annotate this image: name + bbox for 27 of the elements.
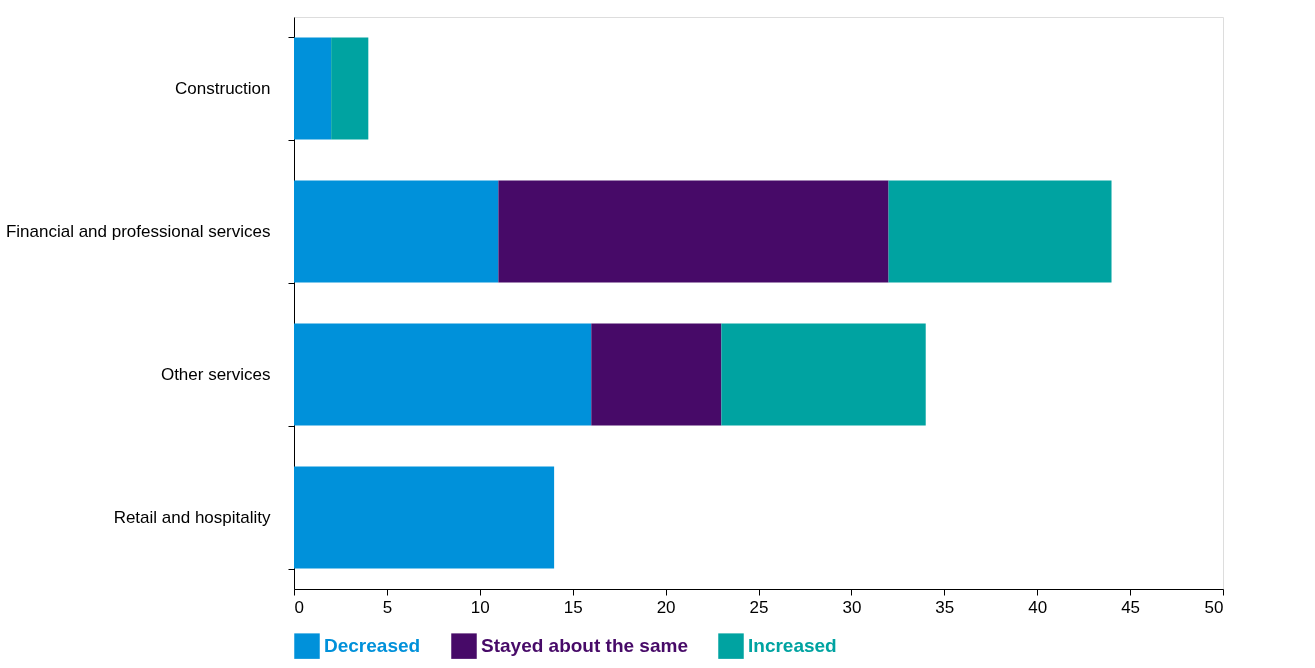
bar bbox=[498, 180, 889, 283]
x-tick-label: 0 bbox=[294, 597, 304, 617]
bar bbox=[591, 323, 722, 426]
bar bbox=[294, 180, 499, 283]
x-tick-label: 40 bbox=[1028, 597, 1048, 617]
bar bbox=[721, 323, 926, 426]
bar bbox=[294, 37, 332, 140]
legend-label: Increased bbox=[748, 635, 837, 657]
legend-label: Decreased bbox=[324, 635, 421, 657]
x-tick-label: 25 bbox=[749, 597, 769, 617]
x-tick-label: 50 bbox=[1204, 597, 1224, 617]
x-tick-label: 15 bbox=[563, 597, 583, 617]
y-tick-label: Construction bbox=[175, 79, 271, 98]
bar bbox=[294, 466, 555, 569]
x-tick-label: 5 bbox=[382, 597, 393, 617]
legend-label: Stayed about the same bbox=[481, 635, 688, 657]
x-tick-label: 20 bbox=[656, 597, 676, 617]
y-tick-label: Financial and professional services bbox=[5, 222, 271, 241]
x-tick-label: 30 bbox=[842, 597, 862, 617]
bar bbox=[331, 37, 369, 140]
x-tick-label: 35 bbox=[935, 597, 955, 617]
bar bbox=[888, 180, 1112, 283]
x-tick-label: 45 bbox=[1121, 597, 1141, 617]
y-tick-label: Other services bbox=[160, 365, 271, 384]
y-tick-label: Retail and hospitality bbox=[113, 508, 271, 527]
x-tick-label: 10 bbox=[470, 597, 490, 617]
bar bbox=[294, 323, 592, 426]
